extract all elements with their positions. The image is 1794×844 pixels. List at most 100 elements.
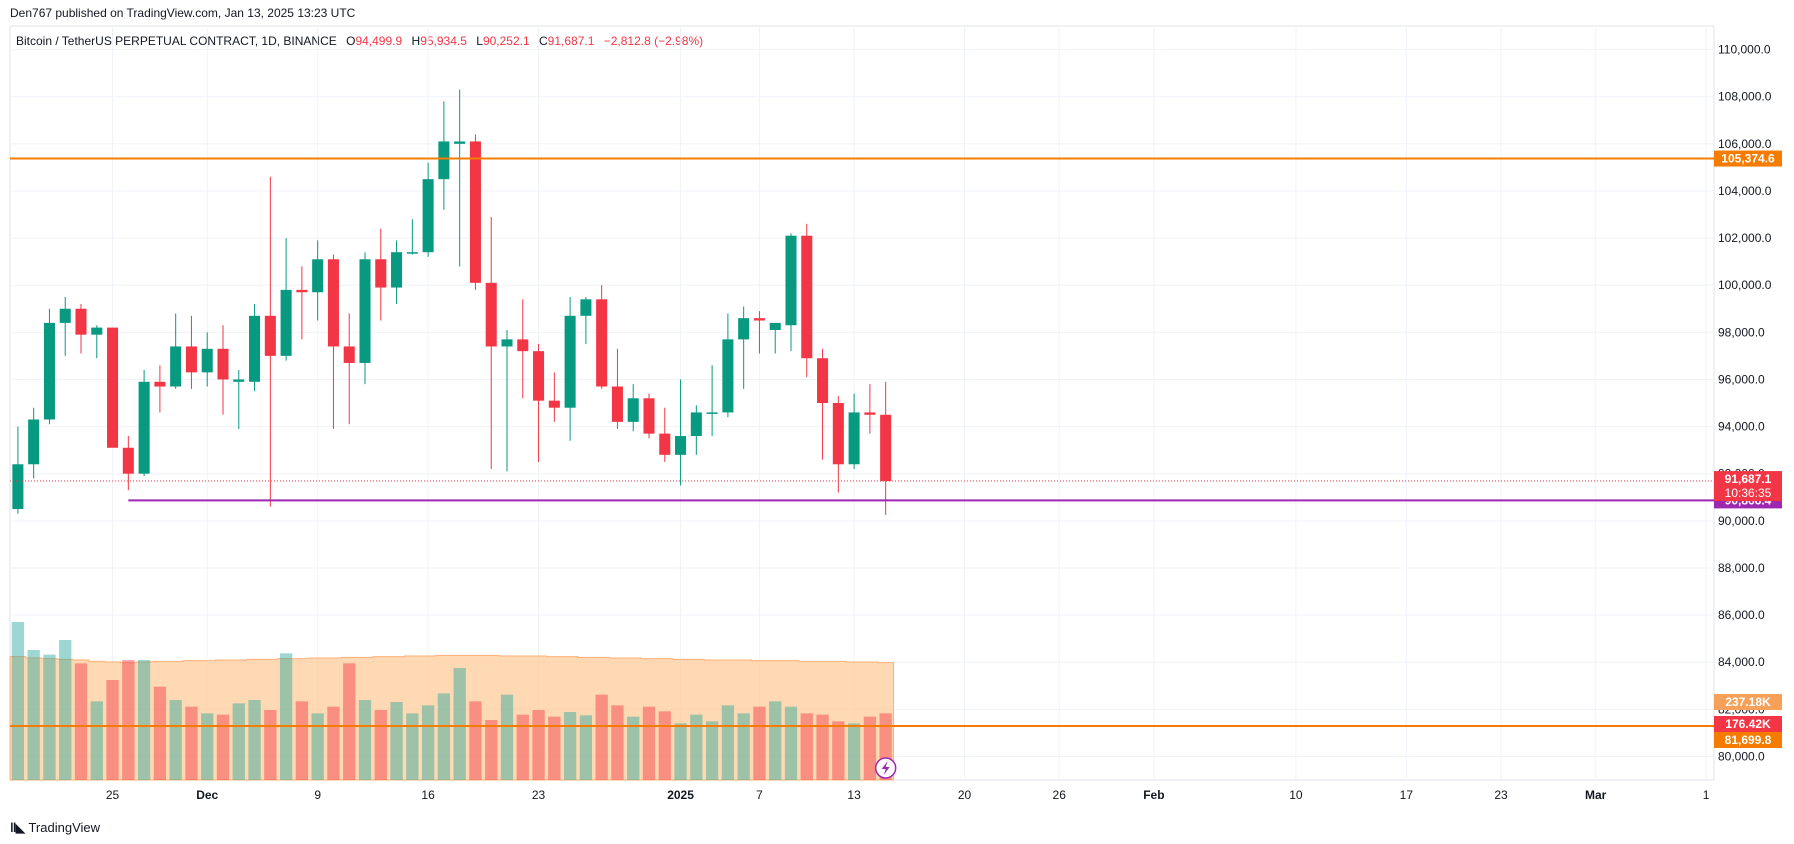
candle-body <box>312 259 324 293</box>
candle-body <box>138 381 150 474</box>
candle-body <box>43 322 55 420</box>
candle-body <box>548 400 560 408</box>
volume-bar <box>816 714 829 780</box>
candle-body <box>217 348 229 380</box>
last-price-label: 91,687.1 <box>1725 472 1772 486</box>
volume-bar <box>106 680 119 780</box>
volume-bar <box>437 693 451 780</box>
volume-bar <box>548 716 561 780</box>
candle-body <box>122 447 134 474</box>
candle-body <box>533 351 545 401</box>
legend-low-label: L <box>476 34 483 48</box>
legend-symbol[interactable]: Bitcoin / TetherUS PERPETUAL CONTRACT, 1… <box>16 34 337 48</box>
legend-open-label: O <box>346 34 356 48</box>
candle-body <box>769 322 781 330</box>
candle-body <box>564 315 576 408</box>
candle-body <box>454 141 466 144</box>
volume-bar <box>201 713 214 780</box>
candle-body <box>375 259 387 288</box>
price-axis[interactable]: 110,000.0 108,000.0 106,000.0 104,000.0 102,… <box>1714 43 1782 764</box>
time-axis[interactable]: 25 Dec 9 16 23 2025 7 13 20 26 Feb 10 17 23 Mar 1 <box>106 788 1710 802</box>
candle-body <box>75 308 87 335</box>
volume-bar <box>327 706 340 780</box>
volume-bar <box>800 713 813 780</box>
volume-bar <box>390 702 403 780</box>
candle-body <box>201 348 213 373</box>
volume-bar <box>642 706 656 780</box>
y-tick-label: 88,000.0 <box>1718 561 1765 575</box>
volume-value-tag <box>1714 716 1782 732</box>
x-tick-label: 10 <box>1289 788 1303 802</box>
candle-body <box>28 419 40 465</box>
candle-body <box>170 346 182 387</box>
volume-bar <box>705 721 719 780</box>
x-tick-label: 23 <box>532 788 546 802</box>
volume-bar <box>137 660 151 780</box>
x-tick-label: 25 <box>106 788 120 802</box>
candle-body <box>107 327 119 448</box>
candle-body <box>675 435 687 455</box>
candle-body <box>501 339 513 347</box>
volume-bar <box>311 713 324 780</box>
y-tick-label: 80,000.0 <box>1718 749 1765 763</box>
x-tick-label: 16 <box>421 788 435 802</box>
volume-bar <box>532 710 545 780</box>
candle-body <box>880 414 892 482</box>
candle-body <box>91 327 103 335</box>
x-tick-label: 2025 <box>667 788 694 802</box>
candle-body <box>659 433 671 455</box>
volume-bar <box>279 653 293 780</box>
candle-body <box>753 318 765 321</box>
volume-bar <box>90 701 103 780</box>
legend-low-value: 90,252.1 <box>482 34 530 48</box>
volume-bar <box>421 705 435 780</box>
x-tick-label: 9 <box>314 788 321 802</box>
candle-body <box>264 315 276 356</box>
x-tick-label: 20 <box>958 788 972 802</box>
volume-bar <box>153 686 167 780</box>
alert-price-tag <box>1714 732 1782 748</box>
candle-body <box>611 386 623 422</box>
tradingview-logo-icon: ‖◣ <box>10 820 26 835</box>
x-tick-label: 23 <box>1494 788 1508 802</box>
candle-body <box>59 308 71 323</box>
candle-body <box>280 289 292 356</box>
volume-bar <box>611 705 624 780</box>
x-tick-label: 13 <box>847 788 861 802</box>
countdown-label: 10:36:35 <box>1725 486 1772 500</box>
y-tick-label: 104,000.0 <box>1718 184 1772 198</box>
candle-body <box>817 358 829 403</box>
volume-bar <box>406 713 419 780</box>
candle-body <box>722 339 734 413</box>
tradingview-brand[interactable]: ‖◣ TradingView <box>10 820 100 836</box>
volume-bar <box>674 723 687 780</box>
candle-body <box>706 412 718 414</box>
volume-bar <box>27 650 40 780</box>
volume-bar <box>595 694 608 780</box>
candle-body <box>864 412 876 415</box>
candle-body <box>801 235 813 359</box>
candle-body <box>249 315 261 382</box>
publisher-line: Den767 published on TradingView.com, Jan… <box>10 6 356 20</box>
x-tick-label: 17 <box>1400 788 1414 802</box>
alert-price-tag-label: 81,699.8 <box>1725 733 1772 747</box>
candle-body <box>233 379 245 382</box>
candle-body <box>643 398 655 434</box>
volume-bar <box>832 721 845 780</box>
volume-bar <box>295 701 309 780</box>
volume-bar <box>690 714 703 780</box>
resistance-price-tag <box>1714 150 1782 167</box>
y-tick-label: 106,000.0 <box>1718 137 1772 151</box>
volume-bar <box>485 720 498 780</box>
resistance-price-label: 105,374.6 <box>1721 152 1775 166</box>
candle-body <box>469 141 481 283</box>
candle-body <box>517 339 529 352</box>
y-tick-label: 96,000.0 <box>1718 372 1765 386</box>
volume-bar <box>863 716 877 780</box>
volume-bar <box>737 713 750 780</box>
volume-bar <box>264 710 277 780</box>
candle-body <box>738 318 750 340</box>
volume-bar <box>753 706 766 780</box>
candle-body <box>627 398 639 422</box>
